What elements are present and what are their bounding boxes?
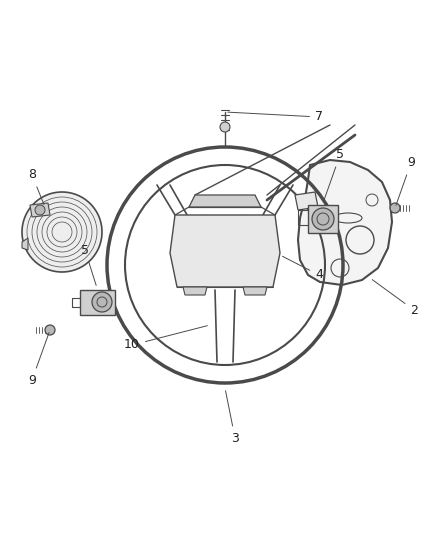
Text: 9: 9 — [28, 333, 49, 386]
Circle shape — [220, 122, 230, 132]
Circle shape — [390, 203, 400, 213]
Text: 5: 5 — [324, 149, 344, 200]
Polygon shape — [189, 195, 261, 207]
Text: 3: 3 — [226, 391, 239, 445]
Circle shape — [45, 325, 55, 335]
Text: 2: 2 — [372, 280, 418, 317]
Circle shape — [22, 192, 102, 272]
Polygon shape — [183, 287, 207, 295]
Polygon shape — [22, 238, 28, 250]
Polygon shape — [243, 287, 267, 295]
Text: 9: 9 — [396, 157, 415, 205]
Polygon shape — [308, 205, 338, 233]
Polygon shape — [30, 203, 50, 217]
Text: 4: 4 — [283, 256, 323, 281]
Text: 7: 7 — [228, 110, 323, 124]
Polygon shape — [28, 205, 90, 258]
Text: 8: 8 — [28, 168, 44, 205]
Text: 10: 10 — [124, 326, 207, 351]
Polygon shape — [170, 215, 280, 287]
Polygon shape — [298, 160, 392, 285]
Circle shape — [312, 208, 334, 230]
Polygon shape — [80, 290, 115, 315]
Circle shape — [35, 205, 45, 215]
Circle shape — [92, 292, 112, 312]
Text: 5: 5 — [81, 244, 96, 285]
Polygon shape — [295, 192, 318, 210]
